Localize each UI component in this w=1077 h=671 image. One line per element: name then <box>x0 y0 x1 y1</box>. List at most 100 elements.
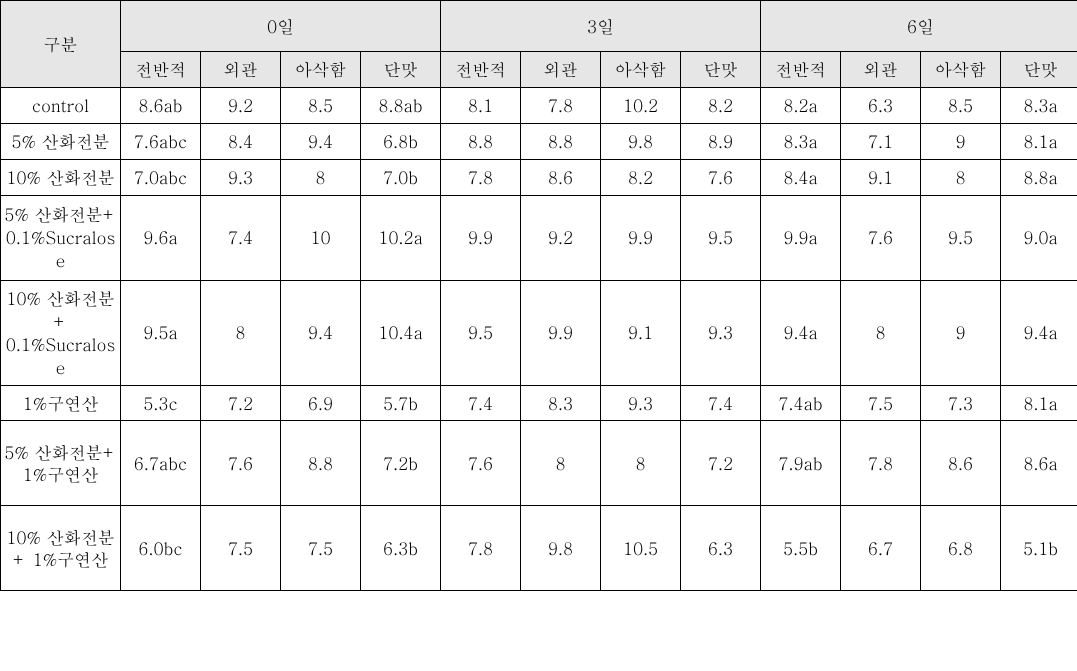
data-cell: 8.6 <box>521 159 601 195</box>
sensory-data-table: 구분 0일 3일 6일 전반적 외관 아삭함 단맛 전반적 외관 아삭함 단맛 … <box>0 0 1077 591</box>
table-row: 5% 산화전분7.6abc8.49.46.8b8.88.89.88.98.3a7… <box>1 123 1077 159</box>
row-label: 10% 산화전분 <box>1 159 121 195</box>
table-row: 5% 산화전분+ 1%구연산6.7abc7.68.87.2b7.6887.27.… <box>1 421 1077 506</box>
data-cell: 8.2 <box>681 87 761 123</box>
data-cell: 9.8 <box>521 506 601 591</box>
data-cell: 8.4 <box>201 123 281 159</box>
data-cell: 7.2 <box>681 421 761 506</box>
data-cell: 7.5 <box>201 506 281 591</box>
data-cell: 6.3b <box>361 506 441 591</box>
subhead: 아삭함 <box>601 52 681 88</box>
data-cell: 9.9 <box>601 195 681 280</box>
data-cell: 6.3 <box>841 87 921 123</box>
data-cell: 8.3a <box>1001 87 1077 123</box>
data-cell: 9.4a <box>1001 280 1077 385</box>
data-cell: 9.3 <box>201 159 281 195</box>
data-cell: 7.6 <box>441 421 521 506</box>
data-cell: 8.6a <box>1001 421 1077 506</box>
data-cell: 9.1 <box>841 159 921 195</box>
data-cell: 9 <box>921 123 1001 159</box>
data-cell: 8.6 <box>921 421 1001 506</box>
data-cell: 5.1b <box>1001 506 1077 591</box>
data-cell: 7.2b <box>361 421 441 506</box>
data-cell: 9.5 <box>441 280 521 385</box>
data-cell: 9.9 <box>521 280 601 385</box>
data-cell: 9 <box>921 280 1001 385</box>
row-label: 10% 산화전분+ 0.1%Sucralose <box>1 280 121 385</box>
data-cell: 5.7b <box>361 385 441 421</box>
data-cell: 8.8 <box>521 123 601 159</box>
row-label: 10% 산화전분+ 1%구연산 <box>1 506 121 591</box>
data-cell: 8 <box>921 159 1001 195</box>
subhead: 단맛 <box>681 52 761 88</box>
data-cell: 7.0abc <box>121 159 201 195</box>
data-cell: 7.8 <box>841 421 921 506</box>
data-cell: 8.4a <box>761 159 841 195</box>
data-cell: 8.1 <box>441 87 521 123</box>
data-cell: 10 <box>281 195 361 280</box>
data-cell: 6.8 <box>921 506 1001 591</box>
row-label: 5% 산화전분+ 1%구연산 <box>1 421 121 506</box>
data-cell: 9.3 <box>681 280 761 385</box>
data-cell: 8 <box>841 280 921 385</box>
row-label: 5% 산화전분 <box>1 123 121 159</box>
table-row: 10% 산화전분7.0abc9.387.0b7.88.68.27.68.4a9.… <box>1 159 1077 195</box>
table-body: control8.6ab9.28.58.8ab8.17.810.28.28.2a… <box>1 87 1077 591</box>
data-cell: 8.5 <box>281 87 361 123</box>
data-cell: 8.8 <box>281 421 361 506</box>
data-cell: 6.7abc <box>121 421 201 506</box>
data-cell: 9.2 <box>201 87 281 123</box>
row-label: 5% 산화전분+ 0.1%Sucralose <box>1 195 121 280</box>
data-cell: 10.5 <box>601 506 681 591</box>
data-cell: 8 <box>201 280 281 385</box>
data-cell: 6.9 <box>281 385 361 421</box>
data-cell: 9.9a <box>761 195 841 280</box>
data-cell: 8 <box>601 421 681 506</box>
data-cell: 9.6a <box>121 195 201 280</box>
data-cell: 9.1 <box>601 280 681 385</box>
data-cell: 6.3 <box>681 506 761 591</box>
subhead: 외관 <box>521 52 601 88</box>
data-cell: 8.3a <box>761 123 841 159</box>
header-day-3: 3일 <box>441 1 761 52</box>
data-cell: 9.5 <box>921 195 1001 280</box>
subhead: 아삭함 <box>281 52 361 88</box>
data-cell: 7.6 <box>841 195 921 280</box>
data-cell: 7.8 <box>441 159 521 195</box>
data-cell: 10.4a <box>361 280 441 385</box>
header-day-6: 6일 <box>761 1 1077 52</box>
data-cell: 9.5 <box>681 195 761 280</box>
subhead: 전반적 <box>121 52 201 88</box>
data-cell: 8.9 <box>681 123 761 159</box>
data-cell: 7.3 <box>921 385 1001 421</box>
data-cell: 7.2 <box>201 385 281 421</box>
data-cell: 10.2a <box>361 195 441 280</box>
table-row: 5% 산화전분+ 0.1%Sucralose9.6a7.41010.2a9.99… <box>1 195 1077 280</box>
data-cell: 7.8 <box>441 506 521 591</box>
data-cell: 8.1a <box>1001 123 1077 159</box>
row-label: 1%구연산 <box>1 385 121 421</box>
data-cell: 6.0bc <box>121 506 201 591</box>
data-cell: 8.1a <box>1001 385 1077 421</box>
data-cell: 8.8ab <box>361 87 441 123</box>
data-cell: 7.4ab <box>761 385 841 421</box>
data-cell: 9.0a <box>1001 195 1077 280</box>
data-cell: 8.8a <box>1001 159 1077 195</box>
header-day-0: 0일 <box>121 1 441 52</box>
data-cell: 7.1 <box>841 123 921 159</box>
data-cell: 7.4 <box>681 385 761 421</box>
data-cell: 9.9 <box>441 195 521 280</box>
data-cell: 7.6abc <box>121 123 201 159</box>
data-cell: 9.5a <box>121 280 201 385</box>
data-cell: 8.6ab <box>121 87 201 123</box>
data-cell: 7.9ab <box>761 421 841 506</box>
data-cell: 9.4 <box>281 280 361 385</box>
data-cell: 8.3 <box>521 385 601 421</box>
subhead: 전반적 <box>441 52 521 88</box>
data-cell: 7.4 <box>441 385 521 421</box>
table-row: control8.6ab9.28.58.8ab8.17.810.28.28.2a… <box>1 87 1077 123</box>
subhead: 외관 <box>201 52 281 88</box>
data-cell: 8.2a <box>761 87 841 123</box>
table-row: 10% 산화전분+ 1%구연산6.0bc7.57.56.3b7.89.810.5… <box>1 506 1077 591</box>
table-row: 1%구연산5.3c7.26.95.7b7.48.39.37.47.4ab7.57… <box>1 385 1077 421</box>
